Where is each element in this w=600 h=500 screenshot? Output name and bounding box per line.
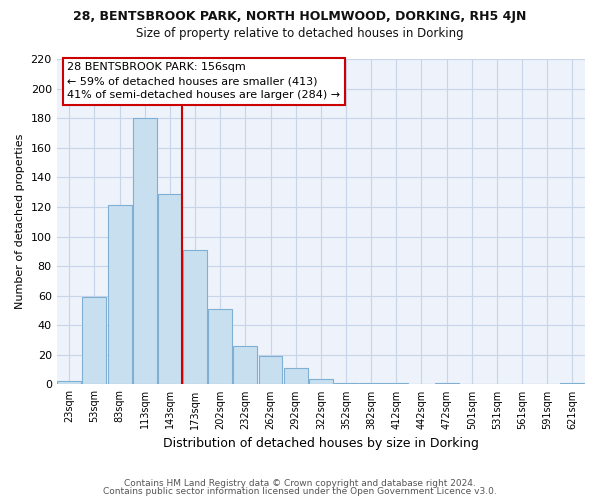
Bar <box>183 250 207 384</box>
Bar <box>107 206 131 384</box>
Bar <box>309 378 333 384</box>
Bar <box>208 309 232 384</box>
Bar <box>334 383 358 384</box>
Bar <box>385 383 408 384</box>
Bar <box>359 383 383 384</box>
Bar <box>57 382 81 384</box>
Bar <box>434 383 458 384</box>
Y-axis label: Number of detached properties: Number of detached properties <box>15 134 25 310</box>
Text: Size of property relative to detached houses in Dorking: Size of property relative to detached ho… <box>136 28 464 40</box>
Bar <box>233 346 257 385</box>
Bar <box>82 297 106 384</box>
Bar <box>158 194 182 384</box>
Bar <box>259 356 283 384</box>
Bar <box>284 368 308 384</box>
Text: 28, BENTSBROOK PARK, NORTH HOLMWOOD, DORKING, RH5 4JN: 28, BENTSBROOK PARK, NORTH HOLMWOOD, DOR… <box>73 10 527 23</box>
Text: 28 BENTSBROOK PARK: 156sqm
← 59% of detached houses are smaller (413)
41% of sem: 28 BENTSBROOK PARK: 156sqm ← 59% of deta… <box>67 62 340 100</box>
Text: Contains HM Land Registry data © Crown copyright and database right 2024.: Contains HM Land Registry data © Crown c… <box>124 478 476 488</box>
X-axis label: Distribution of detached houses by size in Dorking: Distribution of detached houses by size … <box>163 437 479 450</box>
Bar <box>560 383 584 384</box>
Text: Contains public sector information licensed under the Open Government Licence v3: Contains public sector information licen… <box>103 488 497 496</box>
Bar <box>133 118 157 384</box>
